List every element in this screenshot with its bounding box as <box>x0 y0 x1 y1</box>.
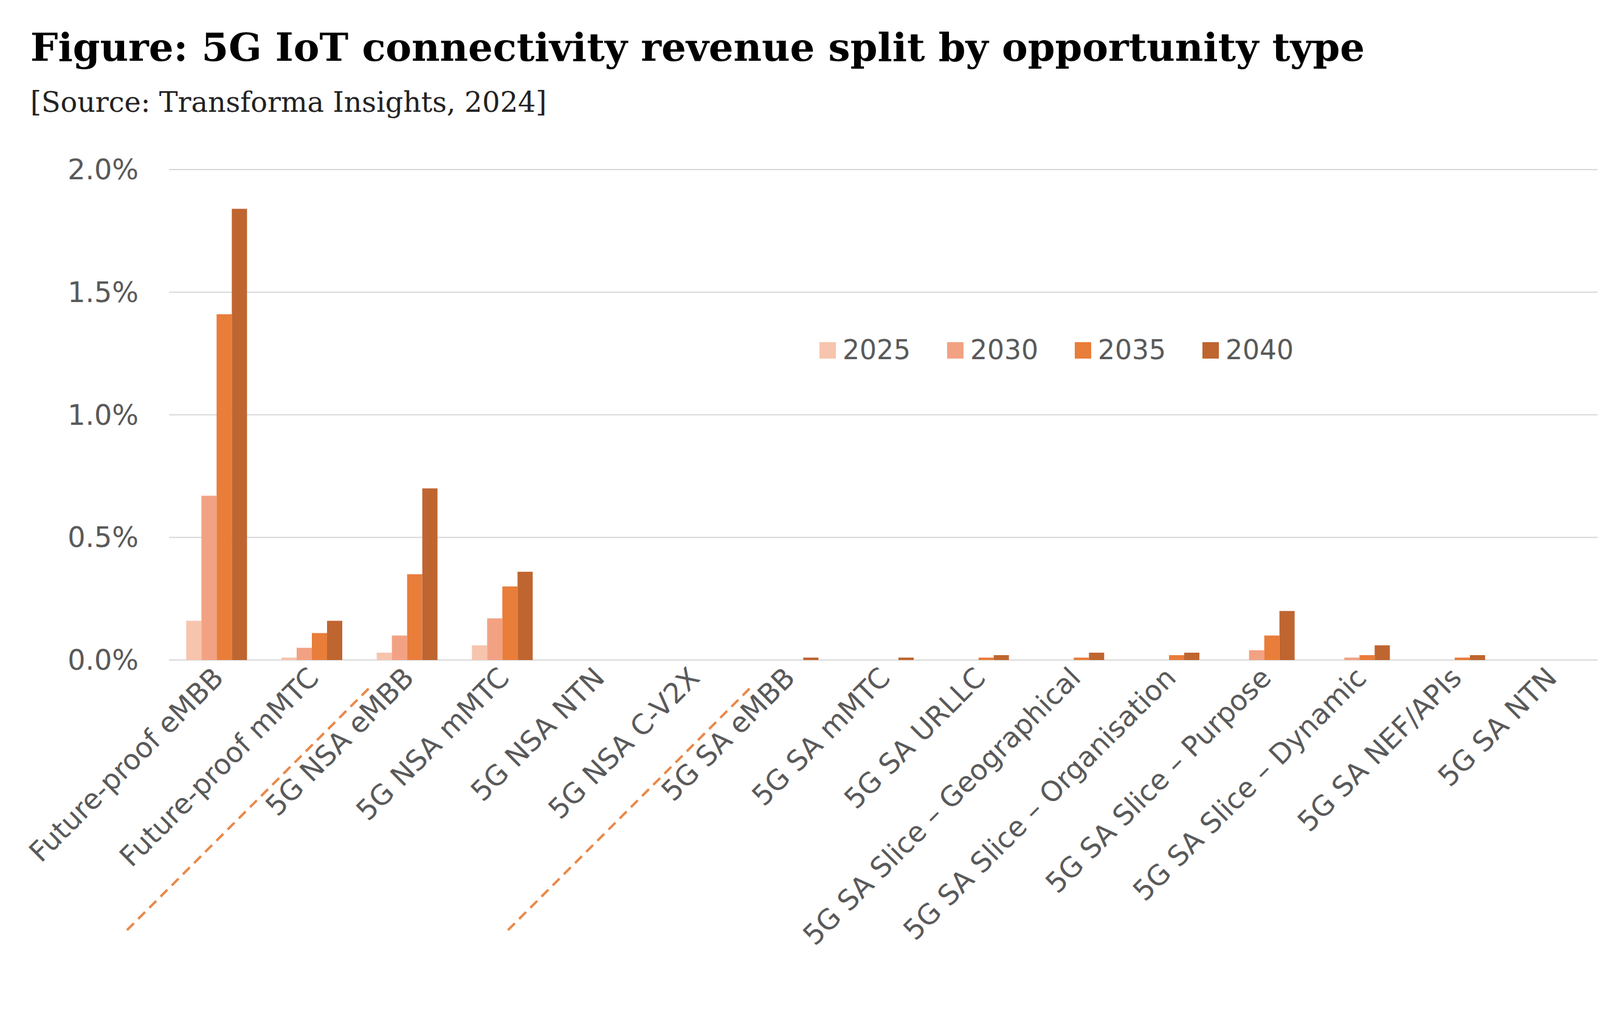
bar <box>201 496 217 661</box>
bar <box>1184 652 1200 661</box>
bar <box>898 657 914 661</box>
bar <box>216 314 232 661</box>
bar <box>392 635 408 661</box>
title: Figure: 5G IoT connectivity revenue spli… <box>30 24 1365 70</box>
bars <box>186 209 1486 661</box>
bar <box>517 572 533 661</box>
bar <box>1088 652 1104 661</box>
bar <box>231 209 247 661</box>
x-tick-label: 5G SA NEF/APIs <box>1291 661 1469 839</box>
legend-swatch <box>947 342 964 359</box>
y-tick-label: 0.5% <box>67 520 139 554</box>
bar <box>1264 635 1280 661</box>
bar <box>1534 660 1551 661</box>
bar <box>1138 660 1154 661</box>
bar <box>612 660 628 661</box>
bar <box>1374 645 1390 661</box>
legend-swatch <box>1074 342 1092 359</box>
bar <box>1454 657 1470 661</box>
bar <box>281 657 297 661</box>
bar <box>993 655 1010 661</box>
grid-line <box>168 291 1598 294</box>
bar <box>1550 660 1566 661</box>
bar <box>1073 657 1089 661</box>
bar <box>327 620 343 661</box>
x-tick-label: 5G SA NTN <box>1431 661 1564 794</box>
y-tick-label: 1.0% <box>67 398 139 432</box>
bar <box>1359 655 1375 661</box>
bar <box>978 657 994 661</box>
bar <box>311 633 328 661</box>
bar <box>1279 610 1295 661</box>
bar <box>787 660 804 661</box>
bar <box>1328 660 1345 661</box>
y-tick-label: 0.0% <box>67 643 139 677</box>
bar <box>1168 655 1185 661</box>
grid-line <box>168 168 1598 171</box>
bar <box>1153 660 1169 661</box>
bar <box>1344 657 1360 661</box>
bar <box>376 652 393 661</box>
bar <box>486 618 503 661</box>
bar <box>422 488 438 661</box>
subtitle: [Source: Transforma Insights, 2024] <box>30 85 547 119</box>
legend-label: 2025 <box>842 334 911 366</box>
bar <box>757 660 773 661</box>
bar <box>868 660 884 661</box>
bar <box>1424 660 1440 661</box>
legend-label: 2030 <box>970 334 1039 366</box>
bar <box>296 648 312 661</box>
separator <box>126 688 369 931</box>
bar <box>677 660 694 661</box>
separator <box>507 688 750 931</box>
bar <box>852 660 869 661</box>
bar <box>1469 655 1486 661</box>
bar <box>693 660 709 661</box>
bar <box>582 660 598 661</box>
bar <box>1439 660 1455 661</box>
bar <box>1234 660 1250 661</box>
legend-swatch <box>1202 342 1219 359</box>
bar <box>1043 660 1059 661</box>
bar <box>407 574 423 661</box>
bar <box>1058 660 1074 661</box>
bar <box>662 660 678 661</box>
grid-line <box>168 414 1598 416</box>
bar <box>963 660 979 661</box>
bar <box>567 660 583 661</box>
bar <box>1565 660 1581 661</box>
y-tick-label: 1.5% <box>67 275 139 309</box>
legend-label: 2035 <box>1097 334 1166 366</box>
bar <box>1519 660 1535 661</box>
grid-line <box>168 536 1598 538</box>
y-tick-label: 2.0% <box>67 153 139 187</box>
bar <box>708 660 724 661</box>
bar <box>186 620 202 661</box>
bar <box>1249 650 1265 661</box>
bar <box>948 660 964 661</box>
bar <box>883 660 899 661</box>
bar <box>502 586 518 661</box>
bar <box>772 660 788 661</box>
chart: Figure: 5G IoT connectivity revenue spli… <box>0 0 1600 1018</box>
legend-swatch <box>819 342 836 359</box>
legend-label: 2040 <box>1225 334 1294 366</box>
bar <box>471 645 487 661</box>
bar <box>597 660 613 661</box>
bar <box>803 657 819 661</box>
